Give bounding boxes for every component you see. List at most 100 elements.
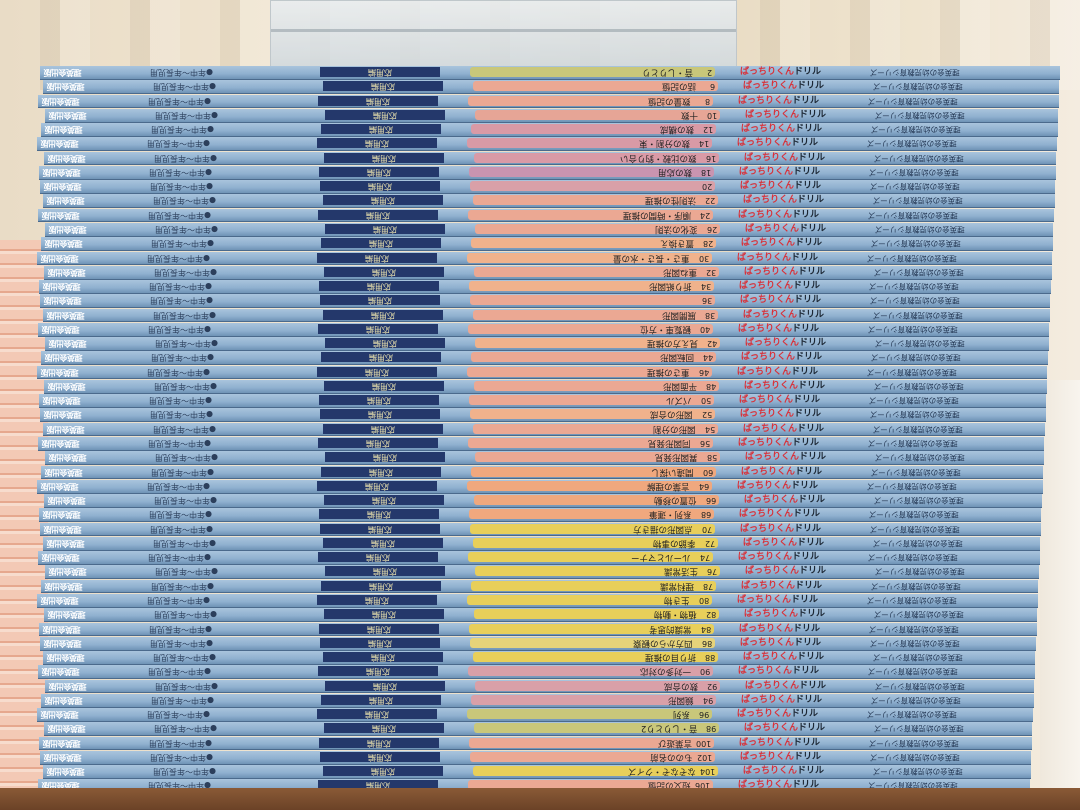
- title-band: 話の記憶 6: [473, 81, 718, 92]
- edition-label: 応用編: [367, 624, 391, 634]
- series-logo: ばっちりくんドリル: [743, 537, 824, 549]
- plastic-cases: [270, 0, 737, 72]
- logo-accent: ばっちりくん: [743, 423, 798, 434]
- edition-label: 応用編: [371, 196, 395, 206]
- book-number: 58: [706, 453, 717, 463]
- publisher-label: 理英会出版: [49, 224, 87, 234]
- book-spine: 理英会出版 ●年中〜年長児用 応用編 音・しりとり2 98 ばっちりくんドリル 理英会の幼児…: [44, 722, 1032, 737]
- book-number: 38: [704, 310, 715, 320]
- publisher-label: 理英会出版: [43, 624, 81, 634]
- book-title: 常識的思考: [649, 623, 692, 634]
- edition-label: 応用編: [368, 638, 392, 648]
- series-logo: ばっちりくんドリル: [741, 580, 822, 592]
- series-logo: ばっちりくんドリル: [737, 594, 818, 606]
- edition-label: 応用編: [373, 110, 397, 120]
- grade-label: ●年中〜年長児用: [147, 595, 210, 605]
- title-band: 異図形発見 58: [475, 452, 720, 463]
- logo-accent: ばっちりくん: [739, 623, 794, 634]
- book-spine: 理英会出版 ●年中〜年長児用 応用編 変化の法則 26 ばっちりくんドリル 理英会の幼児教育…: [45, 222, 1053, 237]
- title-band: 法則性の推理 22: [473, 195, 718, 206]
- edition-label: 応用編: [365, 253, 389, 263]
- logo-text: ドリル: [794, 181, 822, 192]
- publisher-label: 理英会出版: [47, 653, 85, 663]
- logo-accent: ばっちりくん: [737, 709, 792, 720]
- edition-band: 応用編: [319, 166, 439, 177]
- logo-text: ドリル: [795, 466, 823, 477]
- series-logo: ばっちりくんドリル: [738, 665, 819, 677]
- book-number: 26: [706, 224, 717, 234]
- logo-accent: ばっちりくん: [737, 252, 792, 263]
- series-logo: ばっちりくんドリル: [741, 351, 822, 363]
- book-spine: 理英会出版 ●年中〜年長児用 応用編 ものの名前 102 ばっちりくんドリル 理英会の幼児教…: [40, 750, 1031, 765]
- series-logo: ばっちりくんドリル: [743, 194, 824, 206]
- publisher-label: 理英会出版: [43, 167, 81, 177]
- book-title: 数の構成: [659, 124, 694, 135]
- book-number: 42: [706, 339, 717, 349]
- logo-accent: ばっちりくん: [739, 281, 794, 292]
- series-logo: ばっちりくんドリル: [737, 480, 818, 492]
- grade-label: ●年中〜年長児用: [149, 396, 212, 406]
- book-number: 90: [699, 667, 710, 677]
- book-title: 平面図形: [662, 380, 697, 391]
- edition-label: 応用編: [369, 581, 393, 591]
- grade-label: ●年中〜年長児用: [147, 253, 210, 263]
- book-title: 重ね図形: [662, 266, 697, 277]
- book-title: 数の比較・釣り合い: [620, 152, 697, 163]
- grade-label: ●年中〜年長児用: [153, 310, 216, 320]
- publisher-label: 理英会出版: [41, 139, 79, 149]
- logo-text: ドリル: [798, 380, 826, 391]
- series-label: 理英会の幼児教育シリーズ: [868, 324, 958, 334]
- series-label: 理英会の幼児教育シリーズ: [870, 752, 960, 762]
- book-title: 変化の法則: [655, 223, 698, 234]
- series-logo: ばっちりくんドリル: [738, 551, 819, 563]
- publisher-label: 理英会出版: [48, 496, 86, 506]
- edition-label: 応用編: [372, 381, 396, 391]
- title-band: 見え方の推理 42: [475, 338, 720, 349]
- series-label: 理英会の幼児教育シリーズ: [868, 667, 958, 677]
- series-logo: ばっちりくんドリル: [739, 166, 820, 178]
- logo-accent: ばっちりくん: [739, 737, 794, 748]
- title-band: 間違い探し 60: [471, 466, 716, 477]
- book-number: 98: [705, 724, 716, 734]
- grade-label: ●年中〜年長児用: [147, 710, 210, 720]
- logo-text: ドリル: [797, 195, 825, 206]
- series-logo: ばっちりくんドリル: [740, 180, 821, 192]
- publisher-label: 理英会出版: [41, 710, 79, 720]
- logo-accent: ばっちりくん: [741, 580, 796, 591]
- series-logo: ばっちりくんドリル: [744, 722, 825, 734]
- logo-text: ドリル: [797, 766, 825, 777]
- logo-text: ドリル: [797, 309, 825, 320]
- book-title: 異図形発見: [655, 452, 698, 463]
- book-spine: 理英会出版 ●年中〜年長児用 応用編 観覧車・方位 40 ばっちりくんドリル 理英会の幼児教…: [38, 322, 1049, 337]
- series-logo: ばっちりくんドリル: [744, 152, 825, 164]
- book-number: 102: [696, 752, 712, 762]
- logo-accent: ばっちりくん: [738, 780, 793, 791]
- edition-band: 応用編: [319, 395, 439, 406]
- publisher-label: 理英会出版: [47, 424, 85, 434]
- series-label: 理英会の幼児教育シリーズ: [873, 196, 963, 206]
- edition-band: 応用編: [323, 423, 443, 434]
- series-logo: ばっちりくんドリル: [743, 80, 824, 92]
- series-logo: ばっちりくんドリル: [739, 623, 820, 635]
- grade-label: ●年中〜年長児用: [148, 439, 211, 448]
- logo-text: ドリル: [791, 594, 819, 605]
- title-band: 四方からの観察 86: [470, 637, 715, 648]
- wall: [1040, 380, 1080, 810]
- logo-text: ドリル: [794, 409, 822, 420]
- logo-text: ドリル: [797, 537, 825, 548]
- title-band: 音・しりとり2 98: [474, 723, 719, 734]
- edition-band: 応用編: [325, 109, 445, 120]
- logo-text: ドリル: [797, 81, 825, 92]
- grade-label: ●年中〜年長児用: [153, 196, 216, 206]
- book-title: 四方からの観察: [633, 637, 693, 648]
- edition-label: 応用編: [365, 595, 389, 605]
- edition-band: 応用編: [325, 338, 445, 349]
- publisher-label: 理英会出版: [47, 196, 85, 206]
- logo-text: ドリル: [794, 523, 822, 534]
- series-label: 理英会の幼児教育シリーズ: [868, 210, 958, 220]
- edition-band: 応用編: [324, 495, 444, 506]
- grade-label: ●年中〜年長児用: [150, 182, 213, 192]
- book-spine: 理英会出版 ●年中〜年長児用 応用編 言葉遊び 100 ばっちりくんドリル 理英会の幼児教育…: [39, 736, 1032, 751]
- book-spine: 理英会出版 ●年中〜年長児用 応用編 なぞなぞ・クイズ 104 ばっちりくんドリル 理英会の…: [43, 765, 1031, 779]
- series-label: 理英会の幼児教育シリーズ: [873, 653, 963, 663]
